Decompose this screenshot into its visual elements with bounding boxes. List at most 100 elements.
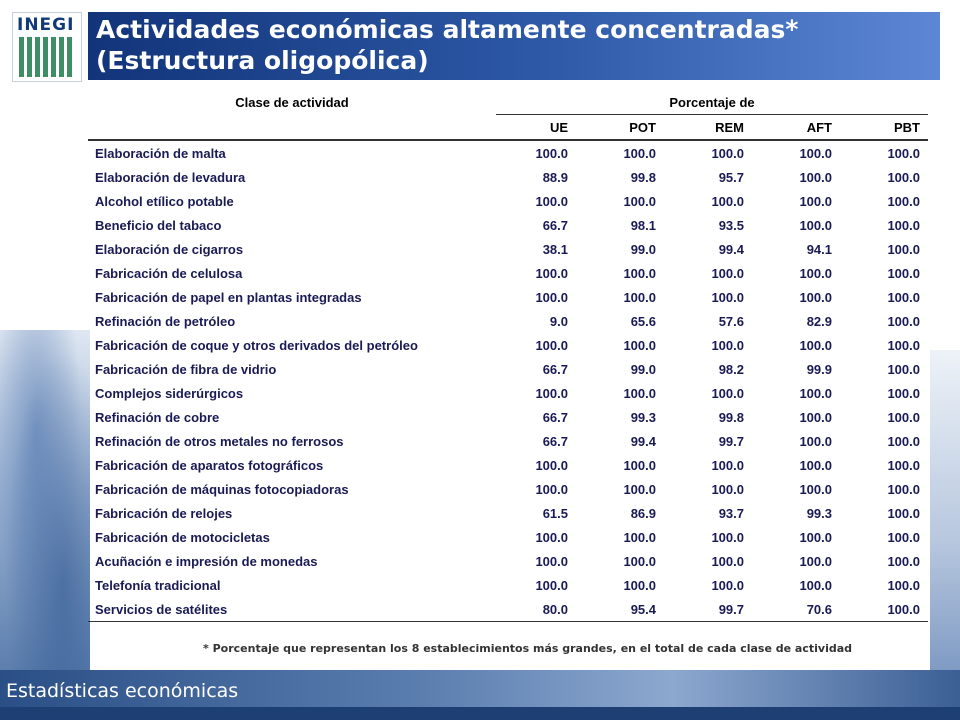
cell-pbt: 100.0 (887, 265, 920, 281)
cell-ue: 66.7 (542, 361, 568, 377)
cell-ue: 100.0 (535, 337, 568, 353)
activity-name: Servicios de satélites (88, 597, 496, 622)
decorative-collage-left (0, 330, 90, 670)
cell-ue: 88.9 (542, 169, 568, 185)
table-row: Beneficio del tabaco 66.7 98.1 93.5 100.0 100… (88, 213, 928, 237)
activity-name: Acuñación e impresión de monedas (95, 553, 318, 569)
cell-pot: 100.0 (623, 457, 656, 473)
activity-name: Complejos siderúrgicos (95, 385, 244, 401)
cell-rem: 100.0 (711, 265, 744, 281)
activity-name: Fabricación de fibra de vidrio (95, 361, 277, 377)
cell-rem: 99.4 (718, 241, 744, 257)
cell-pbt: 100.0 (887, 409, 920, 425)
col-header-rem: REM (664, 114, 752, 141)
cell-aft: 100.0 (799, 265, 832, 281)
cell-pot: 65.6 (630, 313, 656, 329)
table-row: Alcohol etílico potable 100.0 100.0 100.0 10… (88, 189, 928, 213)
cell-rem: 100.0 (711, 481, 744, 497)
cell-aft: 82.9 (806, 313, 832, 329)
table-row: Fabricación de papel en plantas integrad… (88, 285, 928, 309)
cell-pot: 95.4 (576, 597, 664, 622)
activity-name: Fabricación de celulosa (95, 265, 243, 281)
cell-ue: 9.0 (549, 313, 568, 329)
activity-name: Fabricación de relojes (95, 505, 233, 521)
cell-pot: 99.0 (630, 241, 656, 257)
cell-aft: 100.0 (799, 409, 832, 425)
cell-pot: 100.0 (623, 385, 656, 401)
col-header-ue: UE (496, 114, 576, 141)
cell-pbt: 100.0 (887, 553, 920, 569)
cell-rem: 93.7 (718, 505, 744, 521)
cell-pbt: 100.0 (887, 289, 920, 305)
activity-name: Refinación de cobre (95, 409, 220, 425)
cell-aft: 100.0 (799, 217, 832, 233)
activity-name: Telefonía tradicional (95, 577, 221, 593)
footer-bar (0, 707, 960, 720)
cell-aft: 100.0 (799, 145, 832, 161)
cell-pbt: 100.0 (887, 529, 920, 545)
cell-aft: 100.0 (799, 193, 832, 209)
cell-pot: 100.0 (623, 265, 656, 281)
cell-ue: 66.7 (542, 217, 568, 233)
table-row: Fabricación de coque y otros derivados d… (88, 333, 928, 357)
table-row: Fabricación de fibra de vidrio 66.7 99.0 98… (88, 357, 928, 381)
cell-aft: 99.9 (806, 361, 832, 377)
table-row: Complejos siderúrgicos 100.0 100.0 100.0 100… (88, 381, 928, 405)
cell-pbt: 100.0 (887, 241, 920, 257)
cell-pbt: 100.0 (887, 577, 920, 593)
cell-ue: 100.0 (535, 145, 568, 161)
table-row: Refinación de otros metales no ferrosos 6… (88, 429, 928, 453)
activity-name: Alcohol etílico potable (95, 193, 234, 209)
col-header-activity: Clase de actividad (235, 94, 349, 110)
cell-rem: 100.0 (711, 337, 744, 353)
activity-name: Fabricación de motocicletas (95, 529, 270, 545)
cell-rem: 57.6 (718, 313, 744, 329)
cell-rem: 100.0 (711, 145, 744, 161)
cell-pot: 99.8 (630, 169, 656, 185)
activity-name: Beneficio del tabaco (95, 217, 222, 233)
cell-pbt: 100.0 (887, 457, 920, 473)
cell-rem: 100.0 (711, 577, 744, 593)
cell-ue: 100.0 (535, 289, 568, 305)
cell-rem: 99.7 (664, 597, 752, 622)
col-header-pbt: PBT (840, 114, 928, 141)
table-row: Telefonía tradicional 100.0 100.0 100.0 100.… (88, 573, 928, 597)
cell-ue: 100.0 (535, 481, 568, 497)
cell-ue: 100.0 (535, 553, 568, 569)
cell-pot: 100.0 (623, 289, 656, 305)
cell-ue: 66.7 (542, 409, 568, 425)
cell-pot: 99.0 (630, 361, 656, 377)
cell-pbt: 100.0 (887, 169, 920, 185)
page-title: Actividades económicas altamente concent… (96, 15, 799, 75)
activity-name: Fabricación de máquinas fotocopiadoras (95, 481, 349, 497)
cell-aft: 100.0 (799, 289, 832, 305)
cell-pbt: 100.0 (887, 217, 920, 233)
cell-ue: 80.0 (496, 597, 576, 622)
cell-ue: 100.0 (535, 385, 568, 401)
cell-pbt: 100.0 (887, 361, 920, 377)
cell-rem: 93.5 (718, 217, 744, 233)
col-header-group: Porcentaje de (496, 90, 928, 115)
table-row: Elaboración de malta 100.0 100.0 100.0 100.0… (88, 140, 928, 165)
cell-rem: 99.8 (718, 409, 744, 425)
cell-pbt: 100.0 (887, 433, 920, 449)
cell-aft: 100.0 (799, 553, 832, 569)
cell-ue: 100.0 (535, 193, 568, 209)
cell-ue: 66.7 (542, 433, 568, 449)
cell-pot: 100.0 (623, 145, 656, 161)
table-row: Elaboración de levadura 88.9 99.8 95.7 100.0… (88, 165, 928, 189)
cell-rem: 100.0 (711, 529, 744, 545)
col-header-aft: AFT (752, 114, 840, 141)
cell-pbt: 100.0 (887, 313, 920, 329)
cell-pot: 98.1 (630, 217, 656, 233)
cell-pot: 100.0 (623, 481, 656, 497)
cell-rem: 100.0 (711, 193, 744, 209)
activity-name: Elaboración de malta (95, 145, 226, 161)
cell-pot: 100.0 (623, 577, 656, 593)
cell-ue: 100.0 (535, 265, 568, 281)
cell-pbt: 100.0 (887, 385, 920, 401)
cell-rem: 98.2 (718, 361, 744, 377)
footer-label: Estadísticas económicas (6, 680, 239, 702)
table-header-row-1: Clase de actividad Porcentaje de (88, 90, 928, 115)
inegi-logo: INEGI (12, 12, 82, 82)
